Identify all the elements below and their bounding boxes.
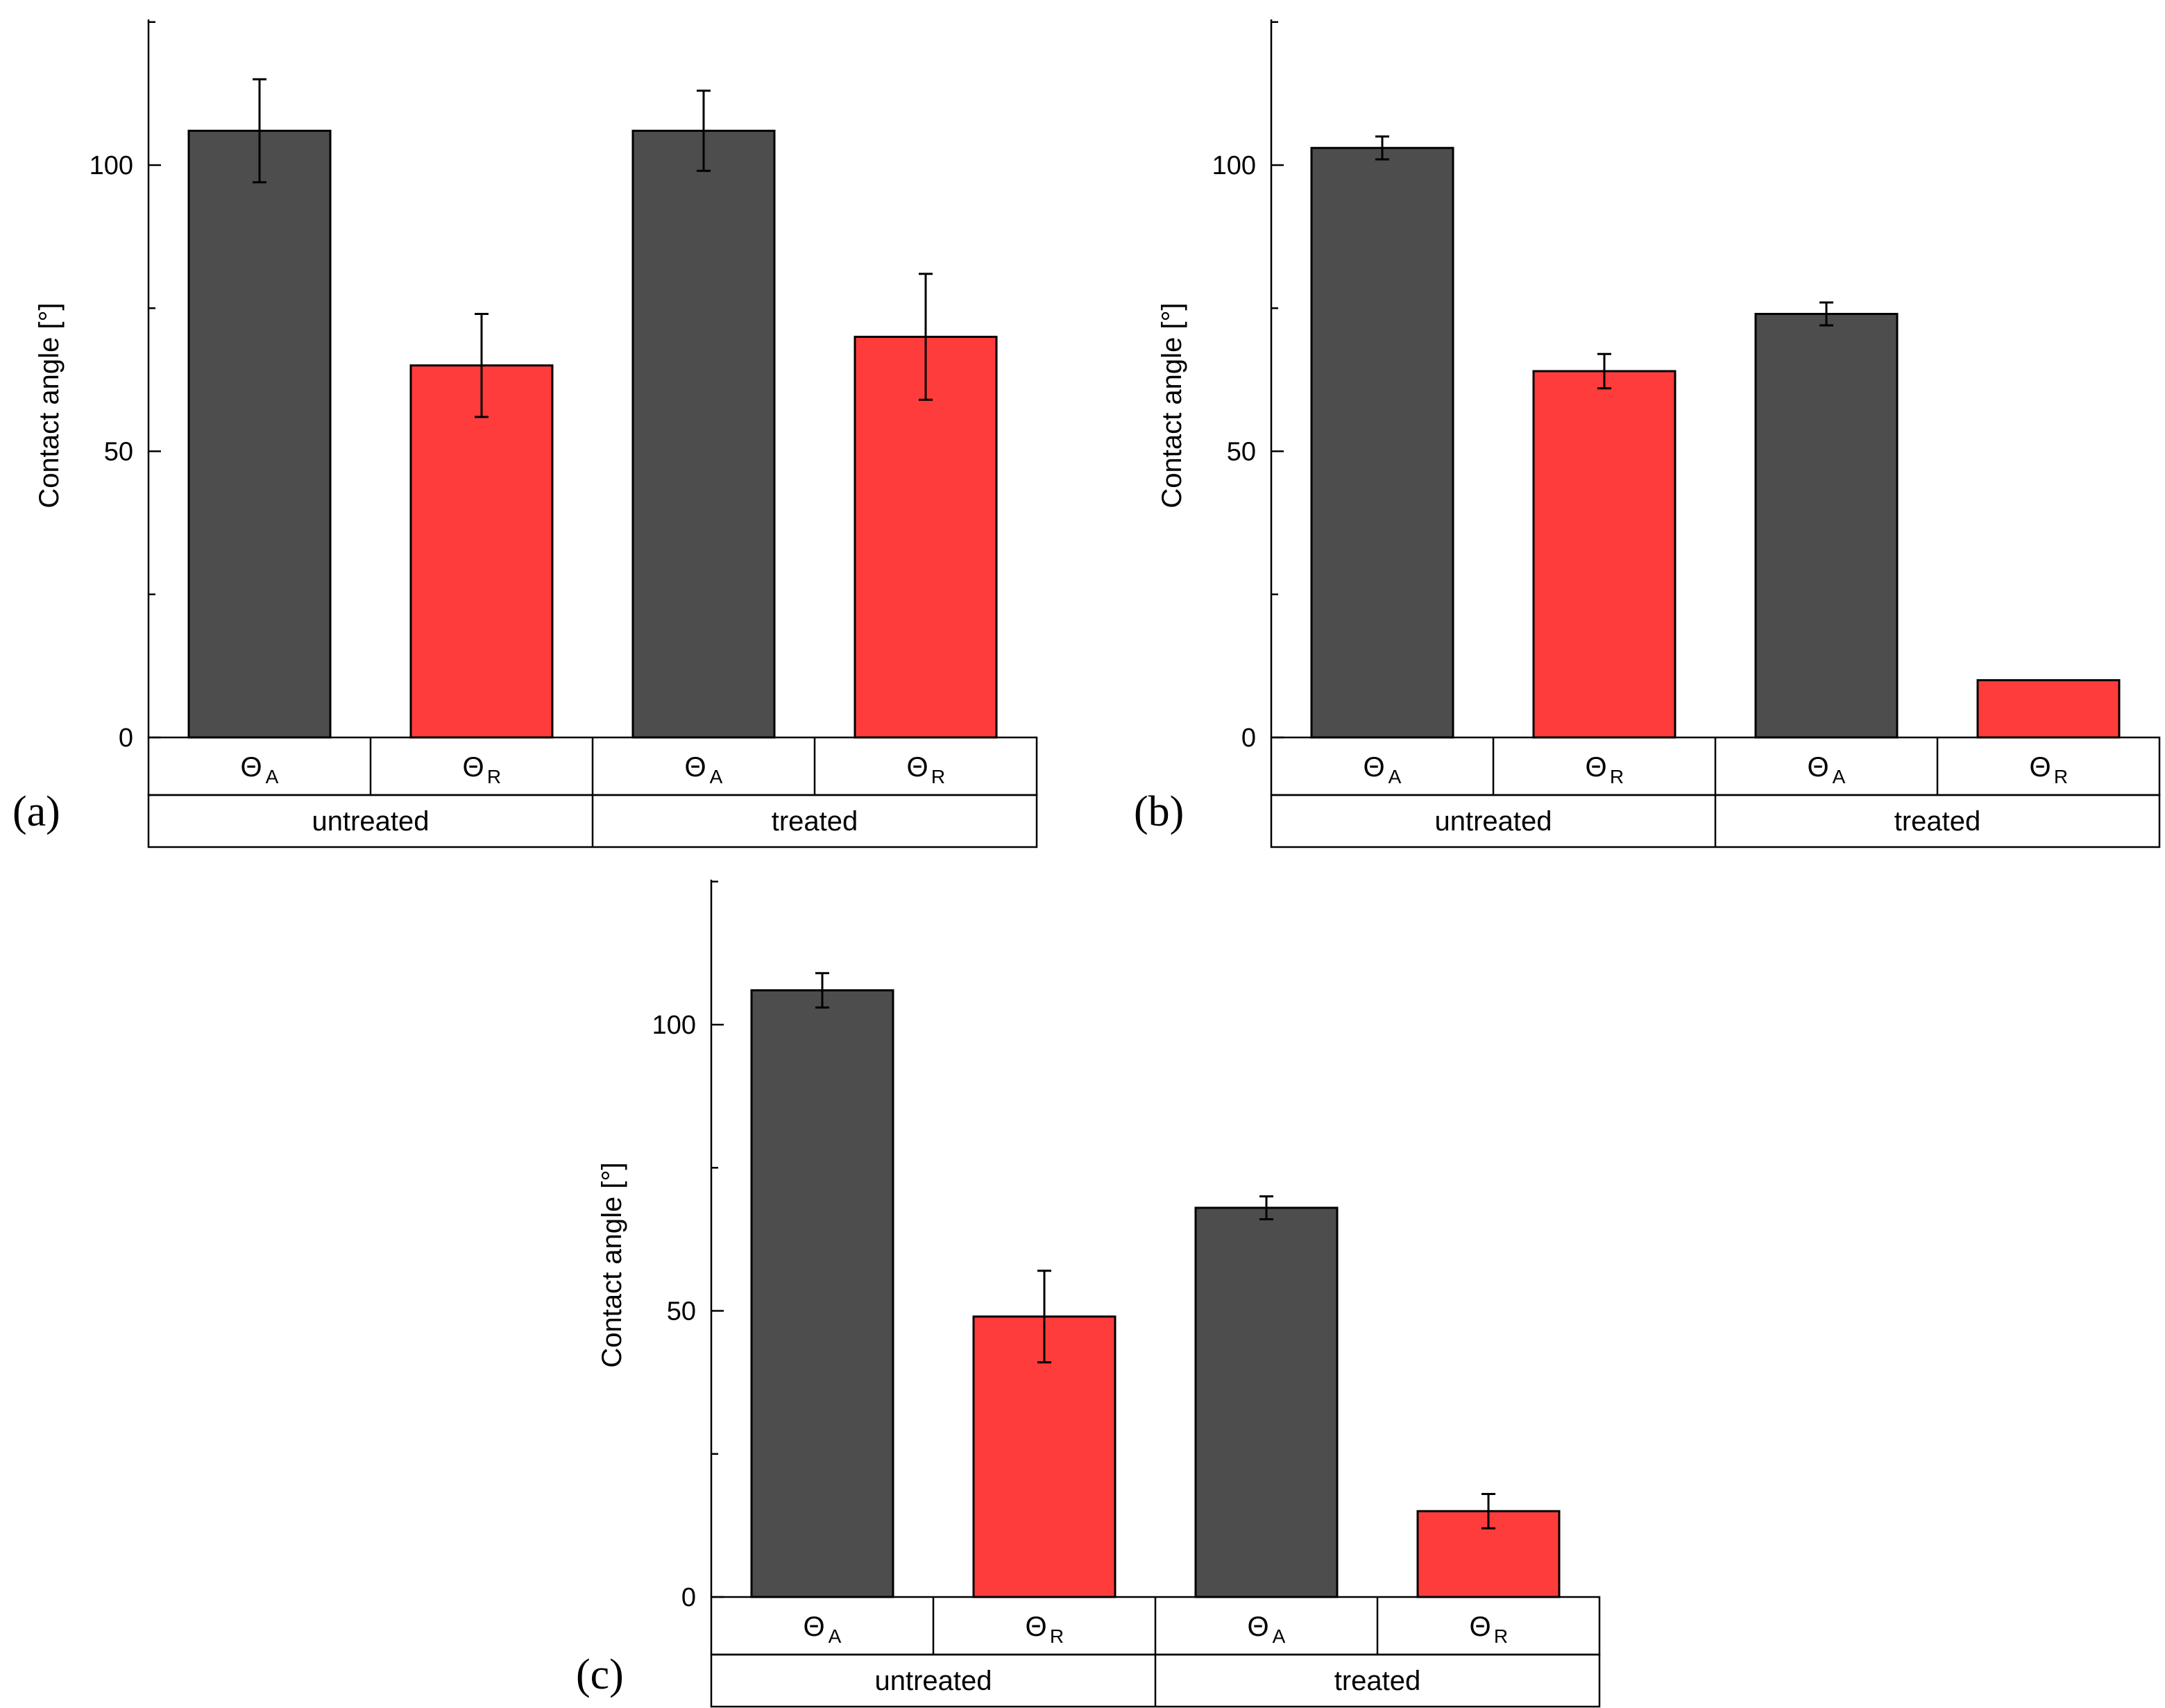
group-label-untreated: untreated <box>312 806 429 837</box>
y-tick-label: 100 <box>652 1011 696 1040</box>
category-label: Θ <box>462 752 484 783</box>
group-label-treated: treated <box>1334 1666 1421 1696</box>
category-label: Θ <box>684 752 706 783</box>
category-subscript: R <box>931 766 945 787</box>
category-subscript: R <box>1050 1625 1064 1647</box>
bar-untreated-theta-r <box>1532 370 1676 739</box>
bar-treated-theta-a <box>631 130 776 739</box>
category-subscript: A <box>710 766 723 787</box>
group-label-treated: treated <box>772 806 858 837</box>
category-subscript: R <box>1494 1625 1508 1647</box>
y-axis-title: Contact angle [°] <box>597 1162 627 1367</box>
category-subscript: A <box>1833 766 1846 787</box>
y-tick-label: 0 <box>119 724 133 753</box>
category-label: Θ <box>2029 752 2051 783</box>
category-subscript: R <box>487 766 501 787</box>
panel-label: (c) <box>576 1651 624 1698</box>
category-subscript: A <box>1389 766 1402 787</box>
bar-treated-theta-r <box>1976 679 2121 739</box>
category-subscript: A <box>829 1625 842 1647</box>
bar-untreated-theta-a <box>187 130 332 739</box>
panel-label: (a) <box>12 788 60 835</box>
category-label: Θ <box>1585 752 1606 783</box>
y-tick-label: 0 <box>1241 724 1256 753</box>
category-label: Θ <box>1247 1612 1268 1642</box>
category-label: Θ <box>1469 1612 1491 1642</box>
bar-untreated-theta-r <box>409 364 554 739</box>
category-subscript: R <box>1610 766 1624 787</box>
category-label: Θ <box>803 1612 824 1642</box>
category-label: Θ <box>1025 1612 1046 1642</box>
category-label: Θ <box>906 752 928 783</box>
bar-treated-theta-a <box>1754 313 1899 739</box>
bar-treated-theta-r <box>854 336 998 739</box>
y-tick-label: 100 <box>1212 151 1256 180</box>
y-tick-label: 50 <box>1227 438 1256 467</box>
group-label-untreated: untreated <box>874 1666 992 1696</box>
bar-untreated-theta-a <box>750 989 894 1598</box>
group-label-treated: treated <box>1894 806 1981 837</box>
y-axis-title: Contact angle [°] <box>1157 302 1187 508</box>
category-label: Θ <box>240 752 262 783</box>
y-tick-label: 0 <box>681 1583 696 1612</box>
y-tick-label: 50 <box>667 1297 696 1326</box>
panel-label: (b) <box>1134 788 1184 835</box>
category-subscript: A <box>266 766 279 787</box>
y-axis-title: Contact angle [°] <box>34 302 65 508</box>
y-tick-label: 100 <box>90 151 133 180</box>
category-label: Θ <box>1807 752 1828 783</box>
category-label: Θ <box>1363 752 1384 783</box>
category-subscript: R <box>2054 766 2068 787</box>
group-label-untreated: untreated <box>1434 806 1552 837</box>
bar-treated-theta-a <box>1194 1206 1339 1598</box>
bar-untreated-theta-a <box>1310 146 1454 739</box>
category-subscript: A <box>1273 1625 1286 1647</box>
y-tick-label: 50 <box>104 438 133 467</box>
